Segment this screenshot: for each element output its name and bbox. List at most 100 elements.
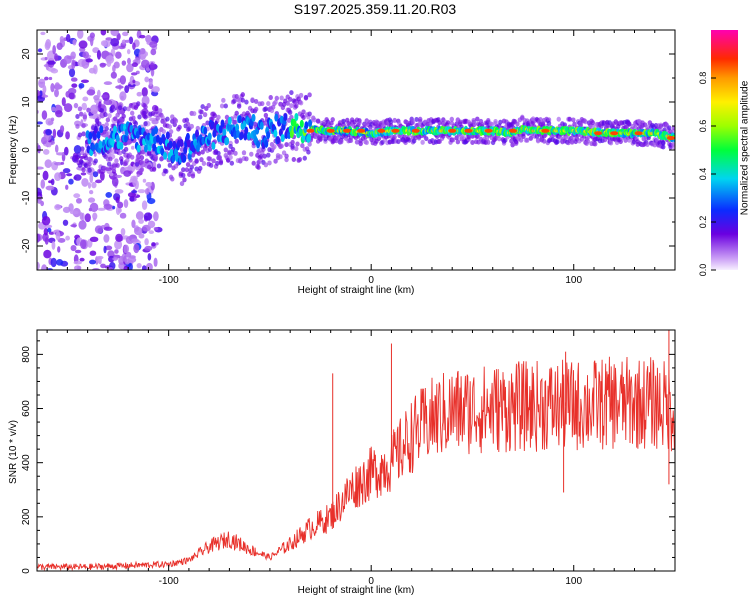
spectrogram-haze-cell: [302, 155, 307, 161]
spectrogram-ridge-cell: [307, 134, 312, 143]
spectrogram-ridge-cell: [251, 113, 256, 122]
spectrogram-noise-cell: [85, 58, 93, 63]
spectrogram-noise-cell: [136, 173, 140, 178]
spectrogram-noise-cell: [150, 48, 157, 56]
spectrogram-haze-cell: [274, 95, 280, 101]
spectrogram-ridge-cell: [227, 116, 232, 125]
spectrogram-haze-cell: [569, 139, 575, 145]
spectrogram-haze-cell: [273, 99, 278, 105]
spectrogram-haze-cell: [223, 103, 228, 109]
spectrogram-noise-cell: [132, 42, 136, 50]
spectrogram-haze-cell: [572, 121, 577, 127]
spectrogram-ridge-cell: [185, 132, 190, 141]
spectrogram-haze-cell: [81, 131, 86, 137]
spectrogram-haze-cell: [112, 116, 118, 122]
spectrogram-noise-cell: [115, 174, 122, 178]
spectrogram-noise-cell: [141, 59, 150, 69]
spectrogram-noise-cell: [131, 190, 138, 194]
spectrogram-haze-cell: [450, 137, 456, 143]
spectrogram-noise-cell: [81, 178, 89, 187]
spectrogram-haze-cell: [189, 123, 194, 129]
spectrogram-hot-cell: [411, 128, 420, 133]
spectrogram-haze-cell: [100, 103, 106, 109]
spectrogram-noise-cell: [110, 71, 117, 79]
spectrogram-haze-cell: [147, 150, 152, 156]
spectrogram-haze-cell: [184, 117, 190, 123]
spectrogram-noise-cell: [63, 55, 72, 64]
spectrogram-haze-cell: [115, 112, 120, 118]
spectrogram-haze-cell: [117, 105, 123, 111]
spectrogram-haze-cell: [585, 138, 591, 144]
spectrogram-haze-cell: [425, 121, 430, 127]
spectrogram-haze-cell: [455, 139, 461, 145]
spectrogram-noise-cell: [115, 51, 122, 59]
spectrogram-hot-cell: [634, 131, 643, 136]
spectrogram-haze-cell: [297, 157, 303, 163]
spectrogram-ridge-cell: [256, 140, 261, 149]
spectrogram-ridge-cell: [298, 128, 303, 137]
spectrogram-noise-cell: [70, 224, 77, 228]
spectrogram-noise-cell: [74, 249, 82, 254]
spectrogram-ridge-cell: [92, 132, 97, 141]
spectrogram-haze-cell: [555, 139, 560, 145]
spectrogram-haze-cell: [241, 150, 247, 156]
spectrogram-noise-cell: [79, 212, 84, 220]
spectrogram-haze-cell: [182, 177, 187, 183]
spectrogram-haze-cell: [136, 101, 141, 107]
spectrogram-haze-cell: [75, 123, 80, 129]
spectrogram-ridge-cell: [179, 138, 184, 147]
spectrogram-haze-cell: [546, 117, 552, 123]
spectrogram-noise-cell: [50, 82, 55, 93]
spectrogram-noise-cell: [59, 125, 65, 133]
spectrogram-haze-cell: [250, 97, 255, 103]
snr-x-axis: -100 0 100: [46, 330, 676, 587]
spectrogram-ridge-cell: [212, 129, 217, 138]
spectrogram-haze-cell: [240, 92, 245, 98]
spectrogram-haze-cell: [445, 120, 451, 126]
snr-y-axis: 0 200 400 600 800: [21, 340, 675, 574]
spectrogram-haze-cell: [170, 176, 175, 182]
spectrogram-noise-cell: [71, 59, 76, 70]
spectrogram-noise-cell: [54, 88, 59, 98]
spectrogram-noise-cell: [37, 121, 43, 125]
spectrogram-haze-cell: [212, 113, 218, 119]
spectrogram-haze-cell: [420, 139, 425, 145]
spectrogram-haze-cell: [191, 111, 197, 117]
spectrogram-haze-cell: [216, 114, 221, 120]
spectrogram-noise-cell: [51, 240, 56, 250]
spectrogram-noise-cell: [103, 203, 112, 210]
spectrogram-haze-cell: [396, 139, 401, 145]
spectrogram-ridge-cell: [207, 132, 212, 141]
spectrogram-noise-cell: [145, 181, 153, 187]
spectrogram-haze-cell: [645, 141, 650, 147]
spectrogram-noise-cell: [78, 83, 85, 89]
spectrogram-noise-cell: [55, 230, 61, 241]
spectrogram-noise-cell: [73, 102, 79, 109]
spectrogram-noise-cell: [115, 85, 124, 89]
spectrogram-haze-cell: [133, 105, 139, 111]
spectrogram-noise-cell: [153, 257, 158, 267]
spectrogram-noise-cell: [103, 234, 110, 243]
spectrogram-haze-cell: [307, 111, 312, 117]
colorbar-gradient: [711, 30, 738, 270]
spectrogram-noise-cell: [47, 227, 52, 233]
spectrogram-haze-cell: [233, 150, 238, 156]
spectrogram-noise-cell: [130, 145, 135, 150]
colorbar-tick-label: 0.8: [698, 72, 708, 85]
spectrogram-haze-cell: [77, 106, 83, 112]
spectrogram-haze-cell: [540, 121, 546, 127]
spectrogram-noise-cell: [37, 233, 41, 243]
spectrogram-haze-cell: [541, 138, 547, 144]
spectrogram-noise-cell: [88, 259, 97, 265]
spectrogram-noise-cell: [144, 188, 150, 195]
spectrogram-noise-cell: [125, 236, 135, 244]
spectrogram-noise-cell: [105, 192, 113, 198]
spectrogram-haze-cell: [268, 95, 273, 101]
spectrogram-haze-cell: [671, 125, 675, 131]
spectrogram-haze-cell: [87, 161, 92, 167]
spectrogram-haze-cell: [153, 154, 158, 160]
spectrogram-haze-cell: [287, 109, 293, 115]
spectrogram-noise-cell: [108, 255, 115, 263]
spectrogram-haze-cell: [546, 120, 552, 126]
spectrogram-noise-cell: [114, 189, 124, 194]
